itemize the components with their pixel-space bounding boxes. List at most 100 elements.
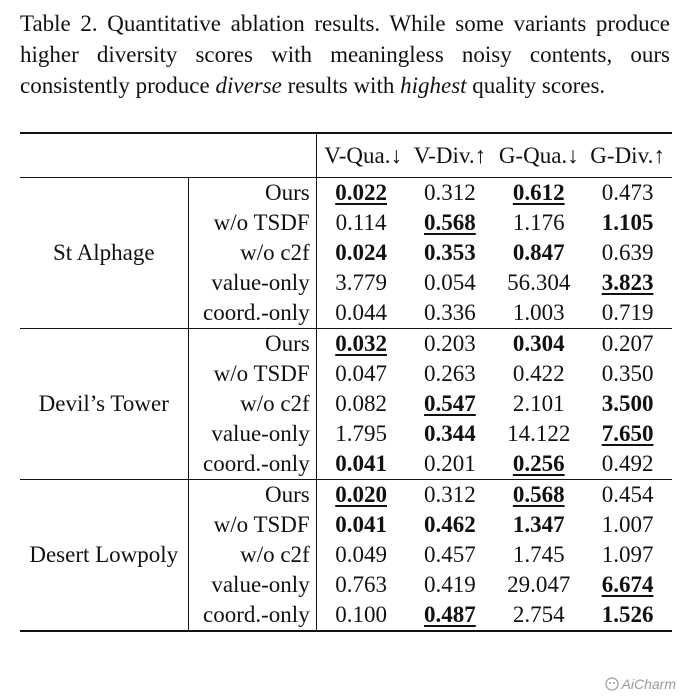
metric-value: 0.041 <box>335 512 387 537</box>
metric-cell: 56.304 <box>494 268 583 298</box>
caption-text-mid: results with <box>281 73 401 98</box>
metric-value: 0.422 <box>512 361 565 386</box>
header-g-quality: G-Qua.↓ <box>494 133 584 178</box>
caption-emphasis-highest: highest <box>400 73 467 98</box>
metric-value: 0.568 <box>512 482 565 507</box>
metric-cell: 1.007 <box>583 510 672 540</box>
metric-cell: 0.304 <box>494 329 583 360</box>
metric-value: 2.754 <box>512 602 565 627</box>
metric-cell: 0.547 <box>406 389 495 419</box>
header-v-diversity: V-Div.↑ <box>405 133 495 178</box>
table-body: St Alphage Ours 0.022 0.312 0.612 0.473 w/o TS… <box>20 177 672 631</box>
metric-cell: 1.526 <box>583 600 672 631</box>
metric-cell: 0.422 <box>494 359 583 389</box>
metric-value: 0.054 <box>424 270 476 295</box>
metric-cell: 0.049 <box>316 540 405 570</box>
metric-cell: 0.032 <box>316 329 405 360</box>
variant-label: Ours <box>188 479 317 510</box>
metric-cell: 0.263 <box>406 359 495 389</box>
metric-value: 2.101 <box>512 391 565 416</box>
metric-value: 0.473 <box>601 180 654 205</box>
metric-value: 0.492 <box>601 451 654 476</box>
metric-cell: 0.022 <box>316 178 405 209</box>
header-empty-scene <box>20 133 189 178</box>
metric-value: 0.312 <box>424 482 476 507</box>
metric-cell: 0.047 <box>316 359 405 389</box>
watermark: AiCharm <box>604 676 676 692</box>
metric-value: 0.041 <box>335 451 387 476</box>
metric-value: 1.176 <box>512 210 565 235</box>
metric-cell: 0.114 <box>316 208 405 238</box>
metric-cell: 3.779 <box>316 268 405 298</box>
metric-value: 0.612 <box>512 180 565 205</box>
table-row: w/o TSDF 0.047 0.263 0.422 0.350 <box>20 359 672 389</box>
metric-value: 0.344 <box>424 421 476 446</box>
metric-cell: 0.082 <box>316 389 405 419</box>
table-row: St Alphage Ours 0.022 0.312 0.612 0.473 <box>20 177 672 329</box>
variant-label: coord.-only <box>188 449 317 480</box>
metric-cell: 14.122 <box>494 419 583 449</box>
metric-value: 0.457 <box>424 542 476 567</box>
metric-cell: 1.347 <box>494 510 583 540</box>
variant-label: value-only <box>188 419 317 449</box>
metric-cell: 0.847 <box>494 238 583 268</box>
metric-cell: 0.353 <box>406 238 495 268</box>
metric-cell: 1.176 <box>494 208 583 238</box>
metric-cell: 0.256 <box>494 449 584 480</box>
variant-label: coord.-only <box>188 600 317 631</box>
metric-value: 0.336 <box>424 300 476 325</box>
metric-value: 0.312 <box>424 180 476 205</box>
caption-emphasis-diverse: diverse <box>215 73 282 98</box>
metric-cell: 0.100 <box>316 600 405 631</box>
metric-value: 0.020 <box>335 482 387 507</box>
scene-label: St Alphage <box>20 177 189 329</box>
metric-value: 1.097 <box>601 542 654 567</box>
header-empty-variant <box>188 133 317 178</box>
metric-cell: 6.674 <box>583 570 672 600</box>
table-row: w/o c2f 0.049 0.457 1.745 1.097 <box>20 540 672 570</box>
metric-value: 0.547 <box>424 391 476 416</box>
metric-value: 0.639 <box>601 240 654 265</box>
table-row: Devil’s Tower Ours 0.032 0.203 0.304 0.207 <box>20 328 672 480</box>
variant-label: w/o c2f <box>188 540 317 570</box>
table-row: w/o c2f 0.082 0.547 2.101 3.500 <box>20 389 672 419</box>
metric-cell: 1.105 <box>583 208 672 238</box>
scene-label: Desert Lowpoly <box>20 479 189 631</box>
table-caption: Table 2. Quantitative ablation results. … <box>20 8 670 101</box>
metric-cell: 0.207 <box>583 329 672 360</box>
metric-value: 0.568 <box>424 210 476 235</box>
metric-value: 0.353 <box>424 240 476 265</box>
metric-cell: 0.336 <box>405 298 495 329</box>
header-v-quality: V-Qua.↓ <box>316 133 406 178</box>
metric-value: 1.347 <box>512 512 565 537</box>
metric-value: 0.263 <box>424 361 476 386</box>
table-header-row: V-Qua.↓ V-Div.↑ G-Qua.↓ G-Div.↑ <box>20 133 672 178</box>
metric-cell: 29.047 <box>494 570 583 600</box>
metric-value: 0.203 <box>424 331 476 356</box>
metric-value: 0.454 <box>601 482 654 507</box>
table-row: value-only 0.763 0.419 29.047 6.674 <box>20 570 672 600</box>
watermark-logo-icon <box>604 677 619 691</box>
metric-cell: 0.454 <box>583 480 672 511</box>
metric-value: 3.823 <box>601 270 654 295</box>
metric-value: 0.114 <box>335 210 387 235</box>
metric-cell: 0.312 <box>406 178 495 209</box>
table-row: w/o TSDF 0.041 0.462 1.347 1.007 <box>20 510 672 540</box>
metric-cell: 0.568 <box>494 480 583 511</box>
metric-cell: 0.763 <box>316 570 405 600</box>
table-row: value-only 3.779 0.054 56.304 3.823 <box>20 268 672 298</box>
variant-label: Ours <box>188 328 317 359</box>
table-row: value-only 1.795 0.344 14.122 7.650 <box>20 419 672 449</box>
caption-text: Table 2. Quantitative ablation results. … <box>20 11 670 98</box>
metric-cell: 1.003 <box>494 298 584 329</box>
variant-label: Ours <box>188 177 317 208</box>
metric-value: 0.719 <box>601 300 654 325</box>
metric-value: 0.763 <box>335 572 387 597</box>
metric-cell: 0.492 <box>583 449 672 480</box>
variant-label: w/o TSDF <box>188 510 317 540</box>
metric-value: 0.207 <box>601 331 654 356</box>
metric-value: 14.122 <box>507 421 571 446</box>
watermark-text: AiCharm <box>621 676 676 692</box>
metric-value: 56.304 <box>507 270 571 295</box>
table-row: coord.-only 0.100 0.487 2.754 1.526 <box>20 600 672 631</box>
